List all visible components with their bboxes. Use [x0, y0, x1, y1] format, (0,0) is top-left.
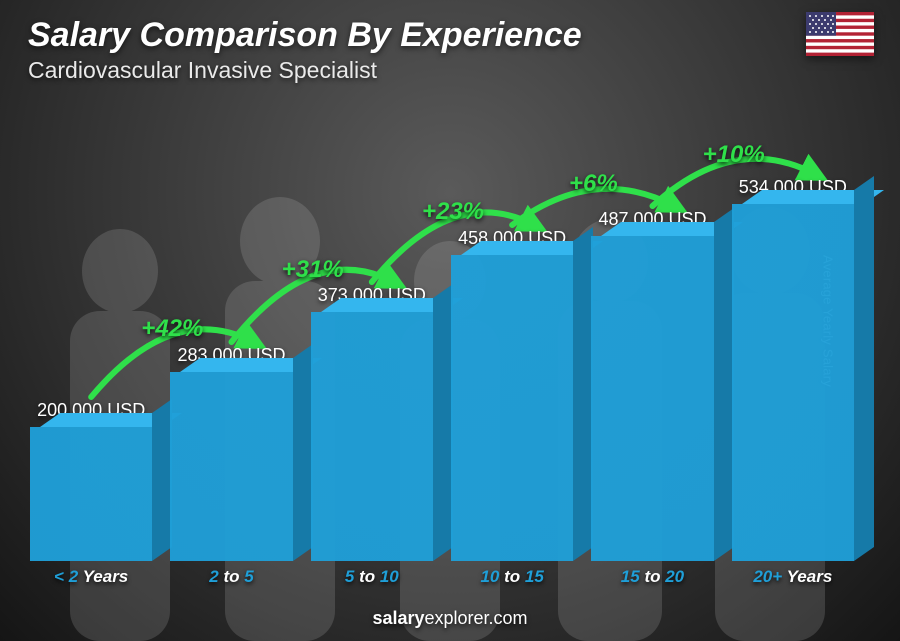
category-label: 2 to 5: [170, 567, 292, 587]
growth-pct-label: +31%: [282, 256, 344, 284]
category-label: 10 to 15: [451, 567, 573, 587]
growth-pct-label: +6%: [569, 170, 618, 198]
brand-bold: salary: [372, 608, 424, 628]
bar-side: [714, 208, 734, 561]
growth-pct-label: +42%: [141, 315, 203, 343]
bar-side: [433, 284, 453, 561]
bar-front: [732, 204, 854, 561]
category-label: 15 to 20: [591, 567, 713, 587]
brand-rest: explorer.com: [425, 608, 528, 628]
bar-front: [591, 236, 713, 561]
bar-col: 487,000 USD: [591, 209, 713, 561]
growth-pct-label: +10%: [703, 141, 765, 169]
bar-side: [573, 227, 593, 561]
bar: [311, 312, 433, 561]
bar: [170, 372, 292, 561]
bar-front: [30, 427, 152, 561]
bar: [591, 236, 713, 561]
bar: [451, 255, 573, 561]
bar-side: [152, 399, 172, 561]
category-row: < 2 Years 2 to 5 5 to 10 10 to 15 15 to 20 20…: [30, 567, 854, 587]
category-label: 5 to 10: [311, 567, 433, 587]
page-subtitle: Cardiovascular Invasive Specialist: [28, 57, 872, 84]
us-flag-icon: [806, 12, 874, 56]
bar-col: 373,000 USD: [311, 285, 433, 561]
bar-col: 283,000 USD: [170, 345, 292, 561]
growth-pct-label: +23%: [422, 198, 484, 226]
footer-brand: salaryexplorer.com: [0, 608, 900, 629]
bar-front: [170, 372, 292, 561]
bar-front: [311, 312, 433, 561]
bar-front: [451, 255, 573, 561]
header: Salary Comparison By Experience Cardiova…: [28, 16, 872, 84]
salary-bar-chart: 200,000 USD283,000 USD373,000 USD458,000…: [30, 120, 854, 587]
bar: [30, 427, 152, 561]
bar-side: [293, 344, 313, 561]
bar-side: [854, 176, 874, 561]
infographic-canvas: Salary Comparison By Experience Cardiova…: [0, 0, 900, 641]
bar: [732, 204, 854, 561]
bar-col: 458,000 USD: [451, 228, 573, 561]
bar-col: 534,000 USD: [732, 177, 854, 561]
category-label: < 2 Years: [30, 567, 152, 587]
page-title: Salary Comparison By Experience: [28, 16, 872, 55]
category-label: 20+ Years: [732, 567, 854, 587]
bar-col: 200,000 USD: [30, 400, 152, 561]
